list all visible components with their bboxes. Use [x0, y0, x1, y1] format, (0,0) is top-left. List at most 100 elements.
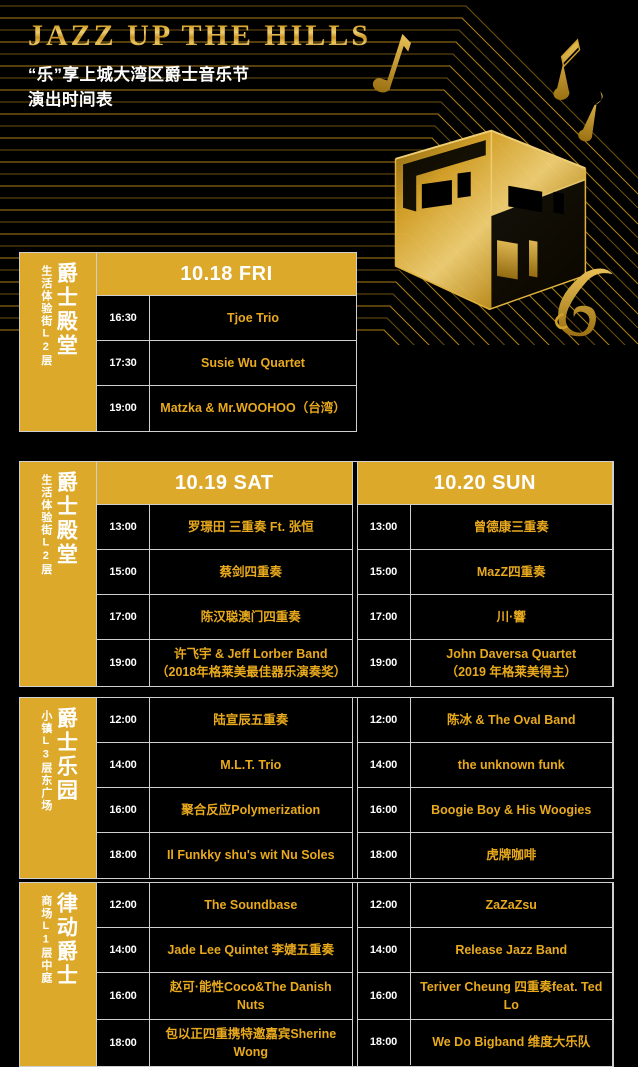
subtitle-line-2: 演出时间表	[28, 91, 113, 110]
day-header: 10.18 FRI	[97, 252, 356, 296]
performance-time: 12:00	[358, 882, 411, 927]
performance-row[interactable]: 16:00 聚合反应Polymerization	[97, 787, 352, 833]
performance-time: 15:00	[97, 549, 150, 594]
performance-row[interactable]: 15:00 蔡剑四重奏	[97, 549, 352, 595]
performance-row[interactable]: 19:00 Matzka & Mr.WOOHOO（台湾）	[97, 385, 356, 431]
performance-time: 16:00	[97, 787, 150, 832]
performance-row[interactable]: 18:00 Il Funkky shu's wit Nu Soles	[97, 832, 352, 878]
venue-label: 律动爵士 商场L1层中庭	[20, 882, 96, 1067]
performance-act: 川·響	[411, 595, 613, 639]
performance-act: Susie Wu Quartet	[150, 341, 356, 385]
performance-act: M.L.T. Trio	[150, 743, 352, 787]
performance-time: 14:00	[97, 742, 150, 787]
performance-row[interactable]: 12:00 陈冰 & The Oval Band	[357, 697, 612, 743]
performance-row[interactable]: 16:30 Tjoe Trio	[97, 295, 356, 341]
performance-row[interactable]: 19:00 许飞宇 & Jeff Lorber Band （2018年格莱美最佳器乐…	[97, 639, 352, 686]
performance-row[interactable]: 14:00 Jade Lee Quintet 李婕五重奏	[97, 927, 352, 973]
performance-row[interactable]: 16:00 Teriver Cheung 四重奏feat. Ted Lo	[357, 972, 613, 1020]
venue-label: 爵士殿堂 生活体验街L2层	[20, 252, 96, 431]
performance-act: 陈汉聪澳门四重奏	[150, 595, 352, 639]
act-name: 陈冰 & The Oval Band	[447, 712, 576, 727]
day-columns: 10.18 FRI 16:30 Tjoe Trio 17:30 Susie Wu Qua…	[96, 252, 356, 431]
day-column: 10.18 FRI 16:30 Tjoe Trio 17:30 Susie Wu Qua…	[96, 252, 356, 431]
performance-rows: 12:00 陈冰 & The Oval Band 14:00 the unknown …	[357, 697, 613, 878]
performance-time: 18:00	[97, 832, 150, 878]
performance-time: 14:00	[358, 927, 411, 972]
performance-row[interactable]: 14:00 the unknown funk	[357, 742, 613, 788]
performance-row[interactable]: 17:00 川·響	[357, 594, 613, 640]
day-column: 12:00 陈冰 & The Oval Band 14:00 the unknown …	[356, 697, 613, 878]
performance-row[interactable]: 18:00 We Do Bigband 维度大乐队	[358, 1019, 613, 1065]
act-name: Boogie Boy & His Woogies	[431, 802, 592, 817]
page-subtitle: “乐”享上城大湾区爵士音乐节 演出时间表	[28, 63, 378, 114]
act-note: （2018年格莱美最佳器乐演奏奖）	[156, 664, 347, 679]
isometric-building-icon	[394, 129, 587, 311]
performance-row[interactable]: 18:00 虎牌咖啡	[358, 832, 613, 878]
performance-rows: 13:00 曾德康三重奏 15:00 MazZ四重奏 17:00 川·響 19:00 John…	[357, 504, 613, 686]
performance-act: Jade Lee Quintet 李婕五重奏	[150, 928, 352, 972]
act-name: Susie Wu Quartet	[201, 355, 305, 370]
performance-act: the unknown funk	[411, 743, 613, 787]
act-name: 虎牌咖啡	[486, 848, 537, 863]
day-column: 12:00 陆宣辰五重奏 14:00 M.L.T. Trio 16:00 聚合反应Poly…	[96, 697, 353, 878]
day-columns: 12:00 The Soundbase 14:00 Jade Lee Quintet …	[96, 882, 613, 1067]
performance-time: 12:00	[358, 697, 411, 742]
performance-act: 聚合反应Polymerization	[150, 788, 352, 832]
performance-time: 18:00	[97, 1019, 150, 1067]
act-name: Il Funkky shu's wit Nu Soles	[166, 848, 335, 863]
performance-row[interactable]: 13:00 罗璟田 三重奏 Ft. 张恒	[97, 504, 352, 550]
performance-rows: 13:00 罗璟田 三重奏 Ft. 张恒 15:00 蔡剑四重奏 17:00 陈汉聪澳门四…	[97, 504, 352, 686]
performance-time: 14:00	[97, 927, 150, 972]
performance-row[interactable]: 17:00 陈汉聪澳门四重奏	[97, 594, 352, 640]
day-header: 10.20 SUN	[357, 461, 612, 505]
act-name: 包以正四重携特邀嘉宾Sherine Wong	[165, 1026, 337, 1059]
performance-time: 13:00	[97, 504, 150, 549]
performance-time: 18:00	[358, 1019, 411, 1065]
performance-time: 12:00	[97, 882, 150, 927]
performance-time: 16:30	[97, 295, 150, 340]
performance-row[interactable]: 12:00 陆宣辰五重奏	[97, 697, 352, 743]
performance-time: 12:00	[97, 697, 150, 742]
performance-act: 蔡剑四重奏	[150, 550, 352, 594]
act-name: The Soundbase	[204, 897, 298, 912]
act-name: 赵可·能性Coco&The Danish Nuts	[169, 979, 332, 1012]
performance-row[interactable]: 14:00 M.L.T. Trio	[97, 742, 352, 788]
performance-act: The Soundbase	[150, 883, 352, 927]
performance-row[interactable]: 16:00 赵可·能性Coco&The Danish Nuts	[97, 972, 352, 1020]
performance-time: 16:00	[97, 972, 150, 1019]
act-name: Teriver Cheung 四重奏feat. Ted Lo	[420, 979, 603, 1012]
performance-row[interactable]: 14:00 Release Jazz Band	[357, 927, 613, 973]
performance-act: John Daversa Quartet （2019 年格莱美得主）	[411, 640, 613, 686]
venue-location: 生活体验街L2层	[39, 264, 52, 367]
page-title: JAZZ UP THE HILLS	[28, 19, 372, 52]
performance-row[interactable]: 18:00 包以正四重携特邀嘉宾Sherine Wong	[97, 1019, 352, 1067]
schedule-block: 爵士殿堂 生活体验街L2层 10.19 SAT 13:00 罗璟田 三重奏 Ft. 张恒…	[19, 460, 614, 687]
day-columns: 10.19 SAT 13:00 罗璟田 三重奏 Ft. 张恒 15:00 蔡剑四重奏 17…	[96, 461, 613, 686]
performance-act: Release Jazz Band	[411, 928, 613, 972]
treble-clef-icon	[554, 268, 613, 337]
performance-row[interactable]: 17:30 Susie Wu Quartet	[97, 340, 356, 386]
performance-row[interactable]: 19:00 John Daversa Quartet （2019 年格莱美得主）	[358, 639, 613, 686]
performance-rows: 12:00 The Soundbase 14:00 Jade Lee Quintet …	[97, 882, 352, 1067]
performance-act: Tjoe Trio	[150, 296, 356, 340]
act-name: 罗璟田 三重奏 Ft. 张恒	[187, 519, 314, 534]
performance-row[interactable]: 12:00 The Soundbase	[97, 882, 352, 928]
performance-row[interactable]: 12:00 ZaZaZsu	[357, 882, 612, 928]
act-name: 川·響	[496, 609, 526, 624]
performance-act: Teriver Cheung 四重奏feat. Ted Lo	[411, 973, 613, 1019]
act-name: 陆宣辰五重奏	[213, 712, 289, 727]
performance-row[interactable]: 15:00 MazZ四重奏	[357, 549, 612, 595]
performance-time: 19:00	[97, 639, 150, 686]
act-name: 许飞宇 & Jeff Lorber Band	[174, 646, 328, 661]
venue-location: 生活体验街L2层	[39, 473, 52, 576]
performance-act: Matzka & Mr.WOOHOO（台湾）	[150, 386, 356, 431]
performance-rows: 16:30 Tjoe Trio 17:30 Susie Wu Quartet 19:00…	[97, 295, 356, 431]
act-name: the unknown funk	[457, 757, 565, 772]
performance-time: 16:00	[358, 972, 411, 1019]
performance-row[interactable]: 16:00 Boogie Boy & His Woogies	[357, 787, 612, 833]
day-columns: 12:00 陆宣辰五重奏 14:00 M.L.T. Trio 16:00 聚合反应Poly…	[96, 697, 613, 878]
performance-row[interactable]: 13:00 曾德康三重奏	[357, 504, 612, 550]
act-name: We Do Bigband 维度大乐队	[432, 1035, 591, 1050]
day-column: 10.20 SUN 13:00 曾德康三重奏 15:00 MazZ四重奏 17:00 川·響…	[356, 461, 613, 686]
venue-label: 爵士殿堂 生活体验街L2层	[20, 461, 96, 686]
